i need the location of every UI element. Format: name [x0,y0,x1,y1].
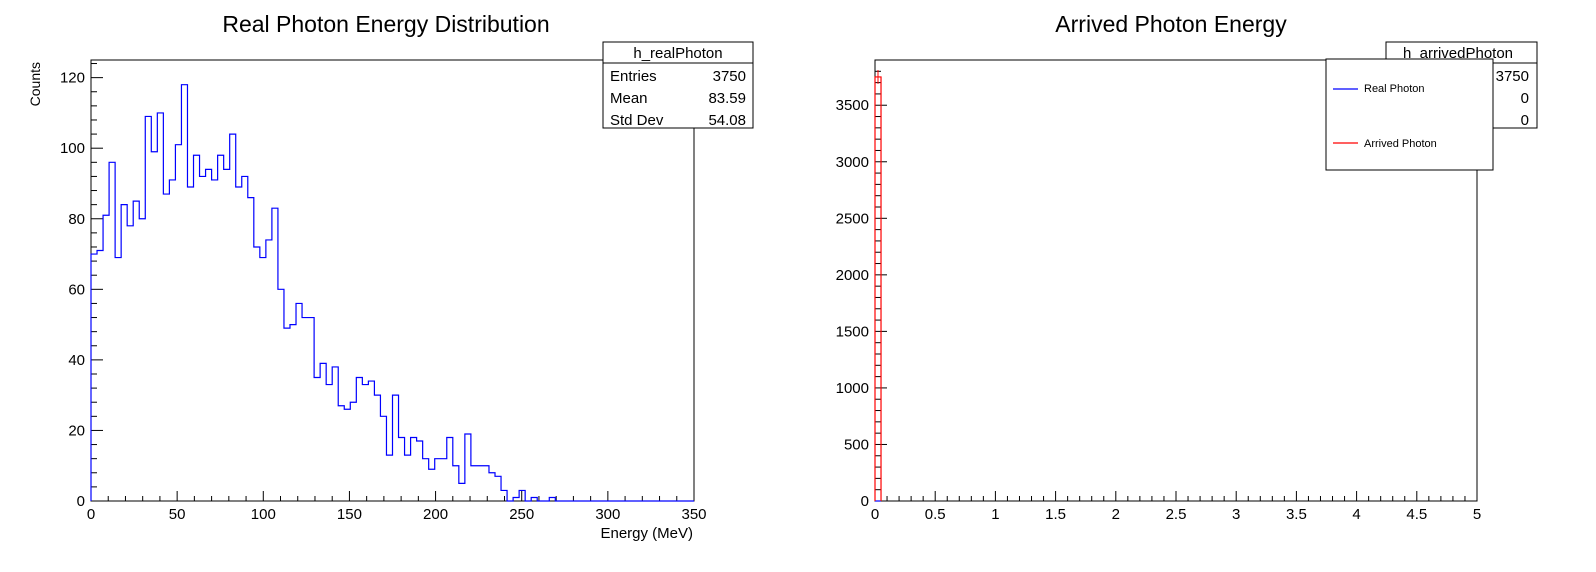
left-stats-value-stddev: 54.08 [708,112,746,129]
y-tick-label: 0 [861,493,869,510]
y-tick-label: 0 [77,493,85,510]
right-stats-value-mean: 0 [1521,90,1529,107]
x-tick-label: 3.5 [1286,506,1307,523]
y-tick-label: 20 [68,422,85,439]
x-tick-label: 150 [337,506,362,523]
x-tick-label: 1.5 [1045,506,1066,523]
y-tick-label: 100 [60,140,85,157]
right-histogram-panel: Arrived Photon Energy 0 0.5 1 1.5 2 2.5 3 3.5 4 4… [836,11,1538,523]
x-tick-label: 350 [681,506,706,523]
left-stats-value-mean: 83.59 [708,90,746,107]
x-tick-label: 250 [509,506,534,523]
left-stats-value-entries: 3750 [713,68,746,85]
x-tick-label: 0 [871,506,879,523]
x-tick-label: 50 [169,506,186,523]
y-tick-label: 1000 [836,380,869,397]
legend: Real Photon Arrived Photon [1325,58,1494,171]
y-tick-label: 2000 [836,267,869,284]
left-axis-ticks: 0 50 100 150 200 250 300 350 0 20 40 60 80 100 120 [60,63,707,523]
left-chart-title: Real Photon Energy Distribution [222,11,549,37]
y-tick-label: 60 [68,281,85,298]
right-histogram-bars [874,70,882,502]
left-histogram-bars [90,84,694,502]
y-tick-label: 120 [60,70,85,87]
legend-label-arrived: Arrived Photon [1364,138,1437,150]
left-stats-label-entries: Entries [610,68,657,85]
right-axis-ticks: 0 0.5 1 1.5 2 2.5 3 3.5 4 4.5 5 0 500 1000 1500 2000 250… [836,59,1481,523]
x-tick-label: 5 [1473,506,1481,523]
x-tick-label: 3 [1232,506,1240,523]
right-chart-title: Arrived Photon Energy [1055,11,1287,37]
x-tick-label: 100 [251,506,276,523]
y-tick-label: 2500 [836,210,869,227]
x-tick-label: 4 [1352,506,1360,523]
left-y-axis-label: Counts [27,62,43,106]
y-tick-label: 1500 [836,323,869,340]
left-stats-label-mean: Mean [610,90,648,107]
x-tick-label: 200 [423,506,448,523]
left-stats-box: h_realPhoton Entries 3750 Mean 83.59 Std… [602,41,754,129]
histogram-series-1 [874,76,882,501]
right-stats-value-entries: 3750 [1496,68,1529,85]
left-histogram-panel: Real Photon Energy Distribution Counts E… [27,11,754,542]
left-stats-label-stddev: Std Dev [610,112,664,129]
legend-label-real: Real Photon [1364,83,1425,95]
histogram-series-0 [90,84,694,502]
right-stats-value-stddev: 0 [1521,112,1529,129]
x-tick-label: 4.5 [1406,506,1427,523]
left-stats-title: h_realPhoton [633,45,722,62]
y-tick-label: 3500 [836,97,869,114]
x-tick-label: 2.5 [1166,506,1187,523]
x-tick-label: 0 [87,506,95,523]
y-tick-label: 500 [844,436,869,453]
x-tick-label: 0.5 [925,506,946,523]
x-tick-label: 2 [1112,506,1120,523]
x-tick-label: 1 [991,506,999,523]
right-stats-title: h_arrivedPhoton [1403,45,1513,62]
left-x-axis-label: Energy (MeV) [600,525,693,542]
x-tick-label: 300 [595,506,620,523]
y-tick-label: 80 [68,211,85,228]
y-tick-label: 40 [68,352,85,369]
y-tick-label: 3000 [836,154,869,171]
